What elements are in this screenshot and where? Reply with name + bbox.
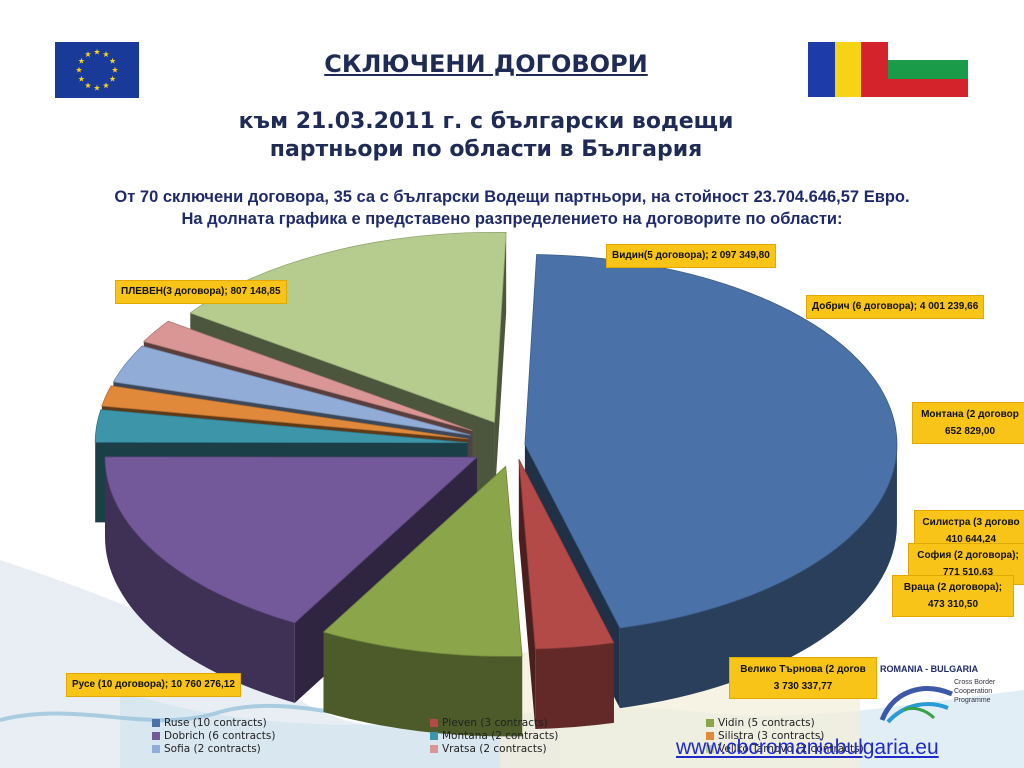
legend-swatch-vidin [706, 719, 714, 727]
pie-wall-pleven-1 [518, 459, 536, 729]
legend-item-pleven: Pleven (3 contracts) [430, 717, 548, 729]
page-title: СКЛЮЧЕНИ ДОГОВОРИ [324, 50, 648, 78]
label-sofia-name: София (2 договора); [917, 550, 1019, 561]
eu-star-icon [93, 48, 101, 55]
label-vratsa: Враца (2 договора); 473 310,50 [892, 575, 1014, 617]
subtitle-line-1: към 21.03.2011 г. с български водещи [238, 109, 734, 134]
label-veliko-tarnovo: Велико Търнова (2 догов 3 730 337,77 [729, 657, 877, 699]
legend-swatch-sofia [152, 745, 160, 753]
legend-swatch-ruse [152, 719, 160, 727]
logo-subtitle: Cross Border Cooperation Programme [954, 679, 996, 704]
legend-item-veliko-tarnovo: Veliko Tarnovo (2 contracts) [706, 743, 864, 755]
pie-slice-pleven [518, 458, 615, 650]
label-vidin: Видин(5 договора); 2 097 349,80 [606, 244, 776, 268]
label-montana: Монтана (2 договор 652 829,00 [912, 402, 1024, 444]
website-link[interactable]: www.cbcromaniabulgaria.eu [676, 736, 939, 759]
pie-slice-silistra [101, 385, 469, 440]
eu-star-icon [78, 75, 85, 82]
pie-rim-vidin-0 [323, 632, 523, 737]
eu-star-icon [109, 57, 116, 64]
legend-label-montana: Montana (2 contracts) [442, 730, 559, 742]
eu-flag-icon [55, 42, 139, 98]
label-vratsa-name: Враца (2 договора); [903, 582, 1003, 593]
label-montana-name: Монтана (2 договор [921, 409, 1019, 420]
legend-item-montana: Montana (2 contracts) [430, 730, 558, 742]
label-ruse: Русе (10 договора); 10 760 276,12 [66, 673, 241, 697]
pie-rim-pleven-0 [535, 642, 614, 729]
intro-text: От 70 сключени договора, 35 са с българс… [0, 186, 1024, 230]
legend-item-vidin: Vidin (5 contracts) [706, 717, 815, 729]
legend-swatch-pleven [430, 719, 438, 727]
pie-slice-sofia [112, 345, 471, 436]
label-dobrich: Добрич (6 договора); 4 001 239,66 [806, 295, 985, 319]
programme-logo: ROMANIA - BULGARIA Cross Border Cooperat… [874, 660, 1020, 726]
eu-star-icon [93, 84, 101, 91]
label-veliko-value: 3 730 337,77 [773, 681, 833, 692]
pie-wall-veliko-tarnovo-1 [494, 232, 507, 503]
legend-label-sofia: Sofia (2 contracts) [164, 743, 261, 755]
legend-item-vratsa: Vratsa (2 contracts) [430, 743, 547, 755]
legend-label-vratsa: Vratsa (2 contracts) [442, 743, 547, 755]
legend-swatch-vratsa [430, 745, 438, 753]
legend-item-ruse: Ruse (10 contracts) [152, 717, 267, 729]
eu-star-icon [102, 82, 110, 89]
legend-label-veliko: Veliko Tarnovo (2 contracts) [718, 743, 864, 755]
eu-star-icon [102, 51, 110, 57]
label-sofia-value: 771 510,63 [942, 567, 994, 578]
subtitle-line-2: партньори по области в България [269, 137, 703, 162]
chart-legend: Ruse (10 contracts) Pleven (3 contracts)… [152, 717, 882, 759]
page-subtitle: към 21.03.2011 г. с български водещи пар… [0, 108, 972, 164]
legend-label-ruse: Ruse (10 contracts) [164, 717, 267, 729]
legend-label-silistra: Silistra (3 contracts) [718, 730, 825, 742]
legend-swatch-dobrich [152, 732, 160, 740]
pie-slice-vidin [322, 465, 523, 657]
eu-star-icon [84, 82, 92, 89]
legend-item-silistra: Silistra (3 contracts) [706, 730, 824, 742]
pie-slice-vratsa [143, 320, 473, 431]
legend-item-sofia: Sofia (2 contracts) [152, 743, 261, 755]
label-pleven: ПЛЕВЕН(3 договора); 807 148,85 [115, 280, 287, 304]
legend-swatch-silistra [706, 732, 714, 740]
eu-star-icon [109, 75, 116, 82]
eu-star-icon [78, 57, 85, 64]
legend-label-dobrich: Dobrich (6 contracts) [164, 730, 276, 742]
pie-slice-dobrich [104, 456, 479, 624]
legend-swatch-montana [430, 732, 438, 740]
intro-line-1: От 70 сключени договора, 35 са с българс… [114, 188, 910, 206]
intro-line-2: На долната графика е представено разпред… [181, 210, 843, 228]
label-silistra-value: 410 644,24 [945, 534, 997, 545]
legend-label-vidin: Vidin (5 contracts) [718, 717, 815, 729]
label-vratsa-value: 473 310,50 [927, 599, 979, 610]
bulgaria-flag-icon [888, 42, 968, 97]
pie-rim-dobrich-0 [105, 457, 295, 703]
eu-star-icon [84, 51, 92, 57]
romania-flag-icon [808, 42, 889, 97]
eu-star-icon [75, 66, 83, 73]
legend-label-pleven: Pleven (3 contracts) [442, 717, 548, 729]
logo-title: ROMANIA - BULGARIA [880, 664, 979, 674]
pie-slice-montana [94, 409, 468, 444]
pie-rim-ruse-0 [619, 444, 897, 709]
label-montana-value: 652 829,00 [944, 426, 996, 437]
legend-swatch-veliko [706, 745, 714, 753]
label-veliko-name: Велико Търнова (2 догов [740, 664, 866, 675]
eu-star-icon [111, 66, 119, 73]
label-silistra-name: Силистра (3 догово [922, 517, 1020, 528]
pie-slice-ruse [524, 254, 898, 629]
legend-item-dobrich: Dobrich (6 contracts) [152, 730, 275, 742]
